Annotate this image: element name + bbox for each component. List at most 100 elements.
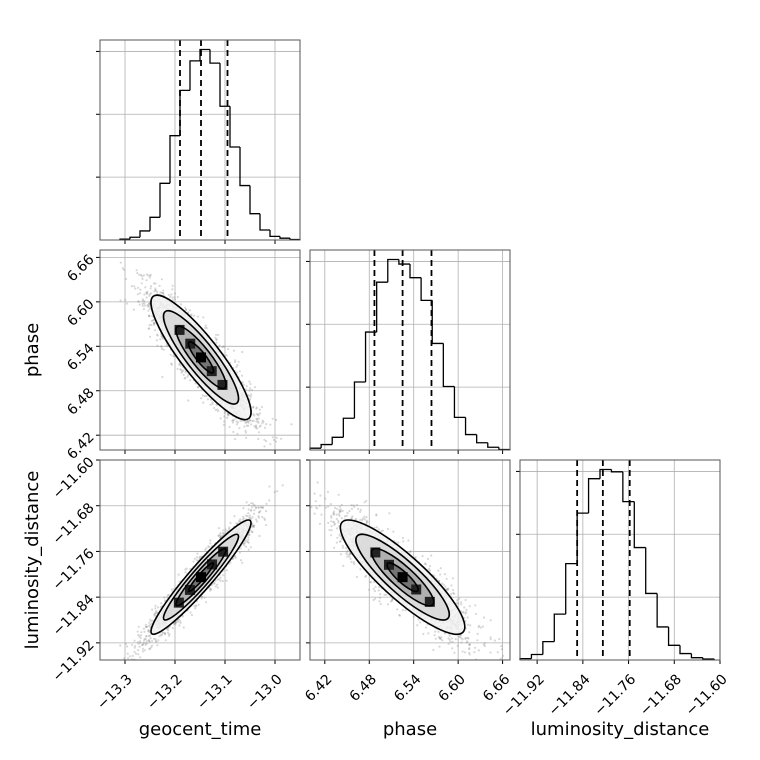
sample-point: [145, 291, 148, 294]
sample-point: [244, 545, 248, 548]
sample-point: [256, 420, 260, 423]
sample-point: [126, 663, 128, 665]
sample-point: [141, 304, 144, 308]
sample-point: [167, 634, 170, 637]
sample-point: [257, 437, 260, 440]
sample-point: [163, 631, 166, 634]
sample-point: [139, 273, 143, 277]
sample-point: [229, 521, 232, 525]
sample-point: [251, 419, 254, 422]
sample-point: [213, 581, 216, 585]
sample-point: [263, 426, 267, 429]
sample-point: [218, 344, 221, 347]
sample-point: [250, 393, 253, 396]
sample-point: [134, 645, 137, 648]
sample-point: [137, 300, 140, 303]
hist-bin: [387, 258, 399, 283]
sample-point: [174, 621, 177, 625]
sample-point: [149, 274, 152, 277]
sample-point: [156, 344, 159, 347]
sample-point: [241, 381, 244, 384]
sample-point: [170, 363, 173, 366]
sample-point: [152, 282, 155, 285]
sample-point: [241, 350, 244, 354]
sample-point: [207, 545, 210, 548]
sample-point: [253, 425, 256, 428]
sample-point: [237, 520, 241, 523]
sample-point: [234, 438, 237, 441]
sample-point: [233, 349, 236, 352]
hist-bin: [587, 478, 600, 514]
hist-bin: [702, 657, 715, 660]
sample-point: [203, 395, 206, 398]
hist-bin: [409, 264, 422, 279]
sample-point: [216, 408, 219, 411]
sample-point: [250, 517, 253, 520]
sample-point: [168, 633, 171, 636]
sample-point: [235, 371, 238, 374]
sample-point: [194, 605, 198, 608]
sample-point: [164, 633, 167, 636]
sample-point: [217, 534, 220, 538]
sample-point: [138, 273, 141, 276]
sample-point: [160, 347, 163, 350]
sample-point: [167, 629, 170, 632]
hist-bin: [645, 547, 658, 595]
sample-point: [222, 423, 225, 427]
sample-point: [214, 336, 217, 339]
sample-point: [179, 368, 182, 371]
hist-bin: [219, 63, 230, 107]
sample-point: [140, 282, 143, 285]
sample-point: [223, 411, 226, 414]
panel-content: [119, 261, 293, 450]
sample-point: [245, 421, 248, 424]
panel-background: [310, 250, 510, 450]
sample-point: [194, 607, 197, 610]
sample-point: [130, 643, 134, 647]
sample-point: [155, 609, 158, 613]
sample-point: [261, 515, 264, 519]
sample-point: [222, 345, 225, 348]
sample-point: [257, 515, 260, 518]
sample-point: [228, 526, 231, 529]
sample-point: [161, 336, 164, 339]
sample-point: [141, 647, 145, 650]
sample-point: [233, 515, 236, 518]
sample-point: [176, 295, 179, 299]
sample-point: [185, 567, 188, 570]
sample-point: [136, 641, 139, 644]
sample-point: [252, 406, 255, 409]
sample-point: [254, 506, 257, 509]
sample-point: [149, 623, 152, 626]
sample-point: [150, 319, 153, 322]
sample-point: [154, 287, 157, 290]
sample-point: [233, 418, 236, 421]
sample-point: [215, 403, 218, 406]
sample-point: [162, 337, 165, 340]
sample-point: [242, 383, 245, 386]
sample-point: [242, 517, 245, 520]
sample-point: [208, 545, 211, 549]
sample-point: [222, 574, 225, 577]
hist-bin: [610, 469, 623, 473]
sample-point: [166, 631, 170, 635]
sample-point: [189, 611, 192, 614]
hist-bin: [279, 236, 290, 239]
sample-point: [259, 510, 262, 513]
hist-bin: [239, 147, 250, 187]
hist-bin: [453, 386, 466, 418]
sample-point: [246, 540, 249, 544]
sample-point: [245, 501, 248, 504]
sample-point: [261, 419, 264, 422]
sample-point: [224, 528, 227, 531]
hist-bin: [342, 417, 355, 438]
sample-point: [256, 418, 259, 421]
sample-point: [261, 422, 264, 425]
sample-point: [214, 408, 217, 412]
sample-point: [257, 417, 260, 420]
sample-point: [217, 527, 221, 530]
sample-point: [231, 419, 234, 422]
sample-point: [225, 569, 228, 572]
sample-point: [275, 436, 278, 439]
sample-point: [219, 579, 222, 582]
